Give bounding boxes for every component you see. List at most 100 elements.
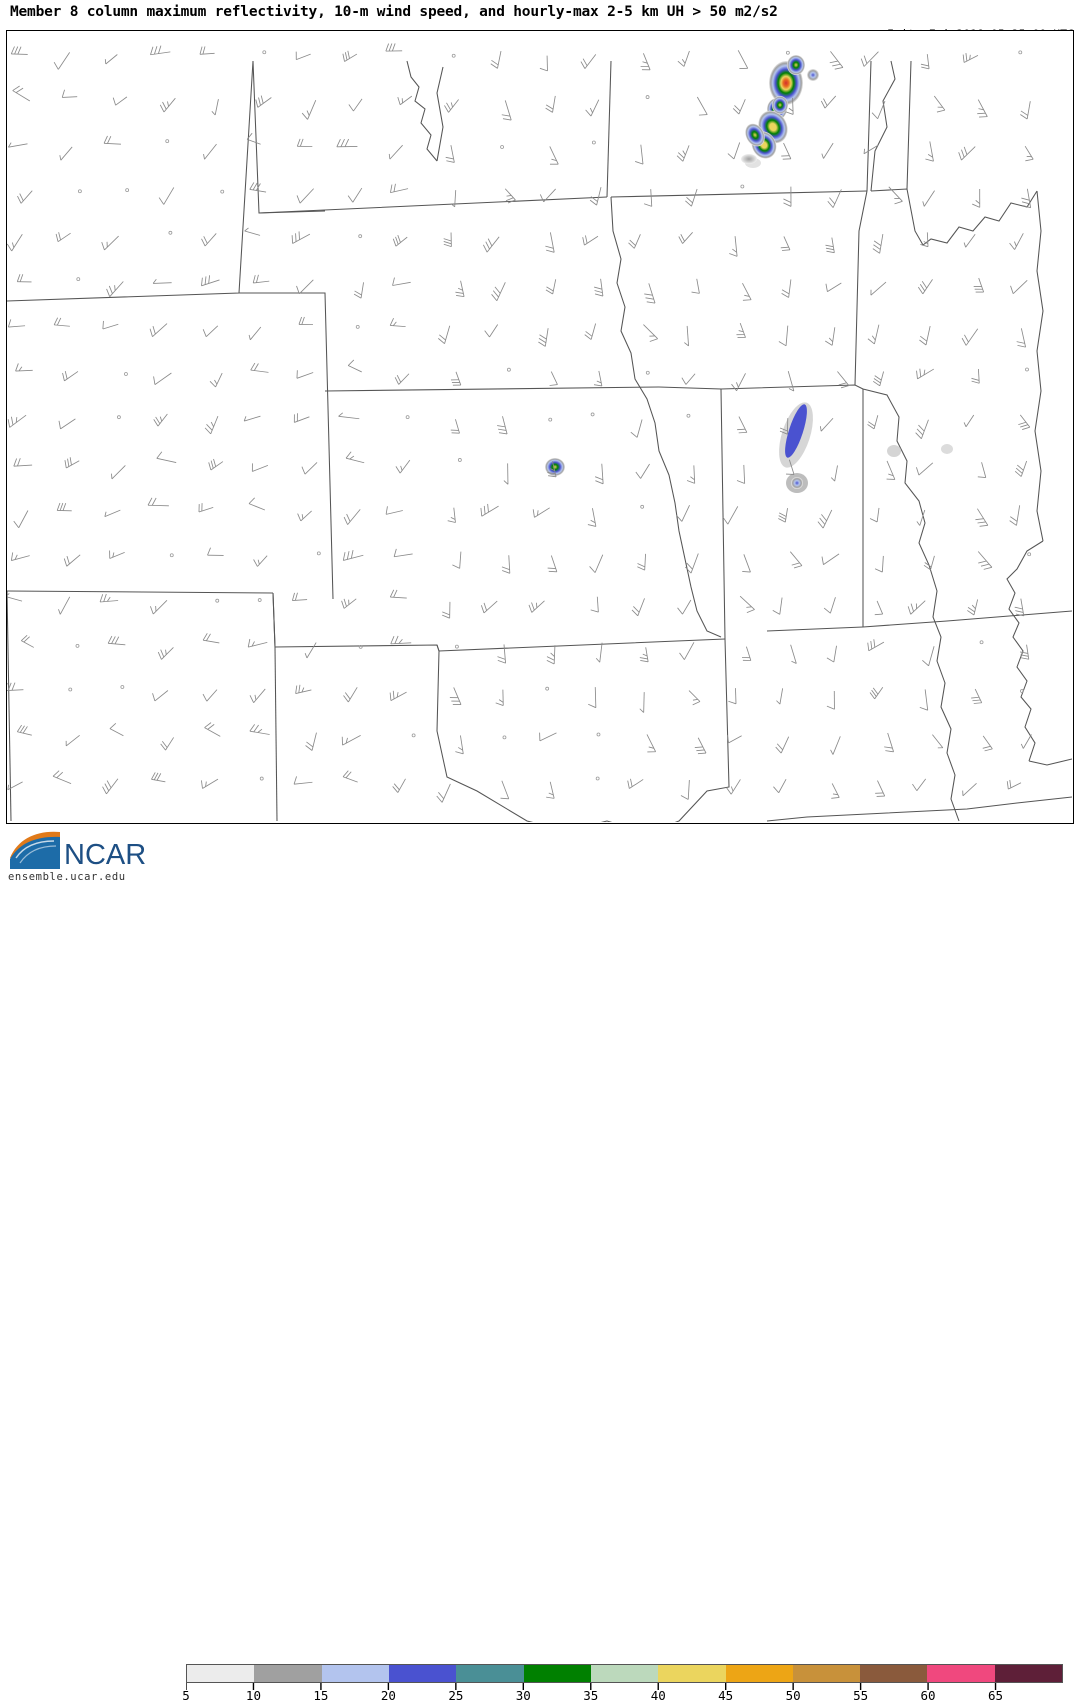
- colorbar-tick-label: 50: [786, 1688, 801, 1703]
- wind-barb: [306, 733, 317, 751]
- header: Member 8 column maximum reflectivity, 10…: [0, 0, 1080, 30]
- wind-barb: [297, 139, 312, 147]
- wind-barb: [64, 555, 80, 566]
- wind-barb: [151, 772, 165, 781]
- wind-barb: [65, 457, 79, 468]
- calm-wind-marker: [117, 416, 120, 419]
- wind-barb: [591, 597, 599, 612]
- wind-barb: [107, 282, 124, 297]
- wind-barb: [971, 689, 982, 703]
- wind-barb: [870, 508, 879, 522]
- wind-barb: [637, 554, 645, 570]
- wind-barb: [17, 725, 31, 735]
- wind-barb: [444, 100, 458, 113]
- wind-barb: [588, 508, 596, 526]
- wind-barb: [678, 600, 691, 614]
- wind-barb: [452, 552, 460, 569]
- wind-barb: [354, 282, 363, 298]
- weather-map-page: Member 8 column maximum reflectivity, 10…: [0, 0, 1080, 887]
- calm-wind-marker: [455, 645, 458, 648]
- wind-barb: [628, 779, 643, 789]
- wind-barb: [157, 452, 176, 463]
- wind-barb: [689, 691, 700, 705]
- wind-barb: [680, 642, 694, 659]
- wind-barb: [451, 372, 461, 385]
- wind-barb: [636, 464, 650, 479]
- wind-barb: [529, 601, 545, 613]
- wind-barb: [393, 779, 406, 793]
- wind-barb: [386, 506, 403, 514]
- wind-barb: [492, 282, 506, 300]
- wind-barb: [393, 278, 411, 286]
- wind-barb: [635, 145, 643, 164]
- wind-barb: [485, 324, 498, 337]
- wind-barb: [963, 783, 977, 795]
- calm-wind-marker: [126, 189, 129, 192]
- wind-barb: [451, 419, 460, 433]
- wind-barb: [344, 687, 358, 702]
- wind-barb: [773, 598, 782, 615]
- calm-wind-marker: [166, 140, 169, 143]
- wind-barb: [205, 416, 218, 434]
- wind-barb: [148, 498, 169, 506]
- calm-wind-marker: [69, 688, 72, 691]
- wind-barb: [66, 735, 80, 746]
- wind-barb: [887, 461, 895, 480]
- wind-barb: [916, 420, 929, 439]
- wind-barb: [209, 459, 223, 470]
- wind-barb: [296, 685, 312, 694]
- wind-barb: [348, 188, 362, 202]
- colorbar-segment: [187, 1665, 254, 1682]
- wind-barb: [546, 96, 556, 112]
- map-canvas[interactable]: [6, 30, 1074, 824]
- map-svg: [7, 31, 1072, 822]
- wind-barb: [727, 735, 741, 743]
- wind-barb: [390, 691, 406, 701]
- wind-barb: [971, 369, 979, 383]
- colorbar[interactable]: [186, 1664, 1063, 1683]
- calm-wind-marker: [596, 777, 599, 780]
- wind-barb: [203, 690, 217, 702]
- wind-barb: [827, 646, 837, 662]
- calm-wind-marker: [507, 368, 510, 371]
- wind-barb: [199, 503, 213, 512]
- wind-barb: [437, 784, 451, 802]
- wind-barb: [781, 143, 791, 159]
- wind-barb: [299, 317, 313, 325]
- wind-barb: [585, 323, 596, 339]
- wind-barb: [918, 279, 932, 294]
- wind-barb: [822, 143, 833, 158]
- wind-barb: [547, 645, 555, 664]
- calm-wind-marker: [356, 325, 359, 328]
- wind-barb: [545, 232, 554, 252]
- wind-barb: [737, 465, 745, 484]
- wind-barb: [16, 363, 33, 371]
- wind-barb: [776, 688, 782, 704]
- wind-barb: [959, 147, 976, 160]
- wind-barb: [251, 363, 269, 372]
- colorbar-tick-label: 55: [853, 1688, 868, 1703]
- calm-wind-marker: [980, 641, 983, 644]
- wind-barb: [201, 779, 218, 788]
- colorbar-segment: [995, 1665, 1062, 1682]
- wind-barb: [1007, 780, 1021, 789]
- wind-barb: [540, 733, 557, 741]
- wind-barb: [153, 279, 171, 283]
- wind-barb: [110, 723, 124, 735]
- wind-barb: [644, 189, 652, 206]
- calm-wind-marker: [258, 599, 261, 602]
- wind-barb: [297, 189, 314, 204]
- wind-barb: [103, 779, 118, 794]
- wind-barb: [502, 100, 511, 120]
- wind-barb: [540, 56, 548, 71]
- colorbar-tick-label: 5: [182, 1688, 190, 1703]
- wind-barb: [978, 462, 986, 477]
- wind-barb: [154, 373, 172, 385]
- wind-barb: [17, 274, 31, 282]
- wind-barb: [917, 369, 934, 379]
- logo-url[interactable]: ensemble.ucar.edu: [8, 871, 126, 883]
- wind-barb: [831, 736, 841, 754]
- wind-barb: [112, 465, 126, 478]
- colorbar-tick-label: 20: [381, 1688, 396, 1703]
- wind-barb: [8, 415, 26, 427]
